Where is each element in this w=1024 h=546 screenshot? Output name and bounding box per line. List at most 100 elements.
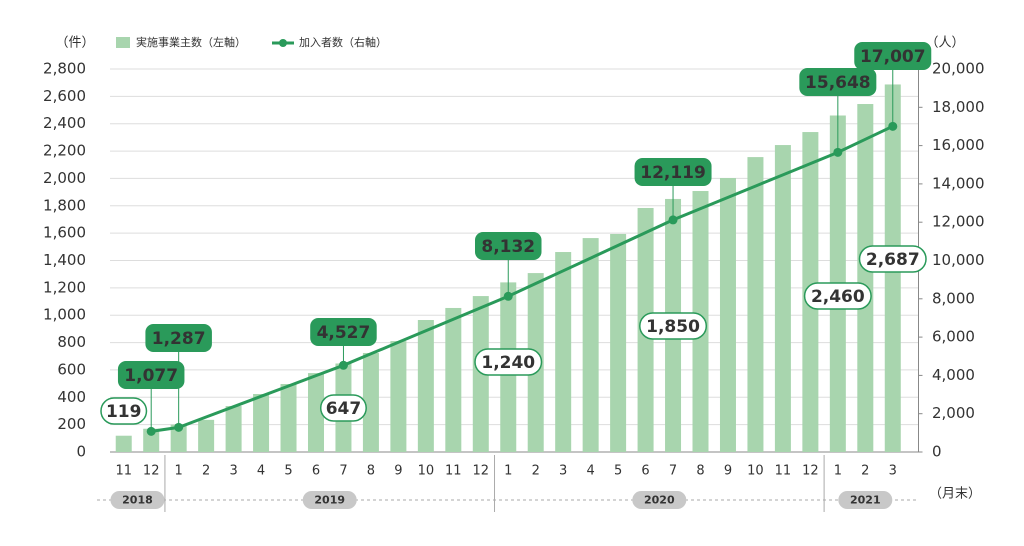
bar <box>445 307 462 452</box>
bar <box>198 419 215 452</box>
x-tick-label: 2 <box>202 464 210 479</box>
y-tick-label: 2,400 <box>43 114 86 132</box>
bar <box>115 435 132 452</box>
x-tick-label: 6 <box>312 464 320 479</box>
bar <box>307 373 324 452</box>
x-tick-label: 7 <box>339 464 347 479</box>
bar <box>774 145 791 452</box>
year-pill <box>632 491 687 509</box>
x-tick-label: 12 <box>473 464 490 479</box>
x-tick-label: 5 <box>284 464 292 479</box>
line-value-label: 17,007 <box>860 47 926 67</box>
bar-value-label: 119 <box>106 402 142 422</box>
line-label-box <box>799 68 877 96</box>
y-tick-label: 1,600 <box>43 224 86 242</box>
line-value-label: 15,648 <box>805 73 871 93</box>
y2-tick-label: 6,000 <box>932 328 975 346</box>
line-value-label: 12,119 <box>640 163 706 183</box>
y-tick-label: 2,000 <box>43 169 86 187</box>
y-tick-label: 2,600 <box>43 87 86 105</box>
y2-tick-label: 12,000 <box>932 213 985 231</box>
year-label: 2018 <box>122 494 153 507</box>
x-unit-label: （月末） <box>929 487 981 502</box>
x-tick-label: 2 <box>861 464 869 479</box>
x-tick-label: 4 <box>257 464 265 479</box>
bar-label-box <box>639 312 708 340</box>
y2-tick-label: 14,000 <box>932 174 985 192</box>
bar <box>390 341 407 452</box>
x-tick-label: 2 <box>532 464 540 479</box>
x-tick-label: 11 <box>775 464 792 479</box>
bar-value-label: 1,240 <box>481 353 535 373</box>
y2-tick-label: 8,000 <box>932 289 975 307</box>
y2-tick-label: 0 <box>932 443 942 461</box>
bar <box>719 178 736 452</box>
legend-swatch <box>116 37 130 48</box>
bar <box>417 320 434 452</box>
y-tick-label: 400 <box>57 388 86 406</box>
x-tick-label: 3 <box>889 464 897 479</box>
bar <box>225 406 242 452</box>
y2-tick-label: 2,000 <box>932 404 975 422</box>
year-pill <box>110 491 165 509</box>
legend-marker <box>279 39 287 47</box>
year-label: 2020 <box>644 494 675 507</box>
x-tick-label: 3 <box>229 464 237 479</box>
x-tick-label: 11 <box>115 464 132 479</box>
year-label: 2021 <box>850 494 881 507</box>
bar <box>857 104 874 452</box>
x-tick-label: 11 <box>445 464 462 479</box>
y-tick-label: 1,800 <box>43 196 86 214</box>
bar-value-label: 647 <box>326 399 362 419</box>
bar-value-label: 2,460 <box>811 287 865 307</box>
y2-tick-label: 16,000 <box>932 136 985 154</box>
legend-label: 実施事業主数（左軸） <box>136 35 246 49</box>
bar <box>582 238 599 452</box>
line-value-label: 8,132 <box>481 237 535 257</box>
x-tick-label: 1 <box>834 464 842 479</box>
y2-tick-label: 4,000 <box>932 366 975 384</box>
bar <box>555 252 572 452</box>
y-tick-label: 1,400 <box>43 251 86 269</box>
y-tick-label: 2,200 <box>43 142 86 160</box>
x-tick-label: 12 <box>802 464 819 479</box>
y-tick-label: 200 <box>57 415 86 433</box>
bar <box>472 296 489 452</box>
bar-label-box <box>858 245 927 273</box>
year-pill <box>302 491 357 509</box>
bar-value-label: 1,850 <box>646 317 700 337</box>
y-tick-label: 2,800 <box>43 60 86 78</box>
x-tick-label: 7 <box>669 464 677 479</box>
bar <box>280 384 297 452</box>
bar <box>747 157 764 452</box>
bar-label-box <box>100 397 148 425</box>
year-label: 2019 <box>314 494 345 507</box>
line-label-box <box>634 158 712 186</box>
bar <box>170 424 187 452</box>
y2-axis-label: （人） <box>925 36 964 51</box>
line-label-box <box>854 42 932 70</box>
line-label-box <box>475 232 542 260</box>
y2-tick-label: 18,000 <box>932 98 985 116</box>
bar-label-box <box>803 282 872 310</box>
y2-tick-label: 20,000 <box>932 60 985 78</box>
line-value-label: 4,527 <box>317 323 371 343</box>
line-value-label: 1,077 <box>124 366 178 386</box>
x-tick-label: 8 <box>367 464 375 479</box>
y-tick-label: 1,200 <box>43 278 86 296</box>
bar <box>253 394 270 452</box>
x-tick-label: 3 <box>559 464 567 479</box>
y2-tick-label: 10,000 <box>932 251 985 269</box>
x-tick-label: 9 <box>724 464 732 479</box>
y-tick-label: 1,000 <box>43 306 86 324</box>
line-label-box <box>310 318 377 346</box>
y-tick-label: 600 <box>57 360 86 378</box>
x-tick-label: 1 <box>175 464 183 479</box>
bar-label-box <box>319 394 367 422</box>
bar <box>143 428 160 452</box>
y-axis-label: （件） <box>55 36 94 51</box>
bar-label-box <box>474 348 543 376</box>
year-pill <box>838 491 893 509</box>
